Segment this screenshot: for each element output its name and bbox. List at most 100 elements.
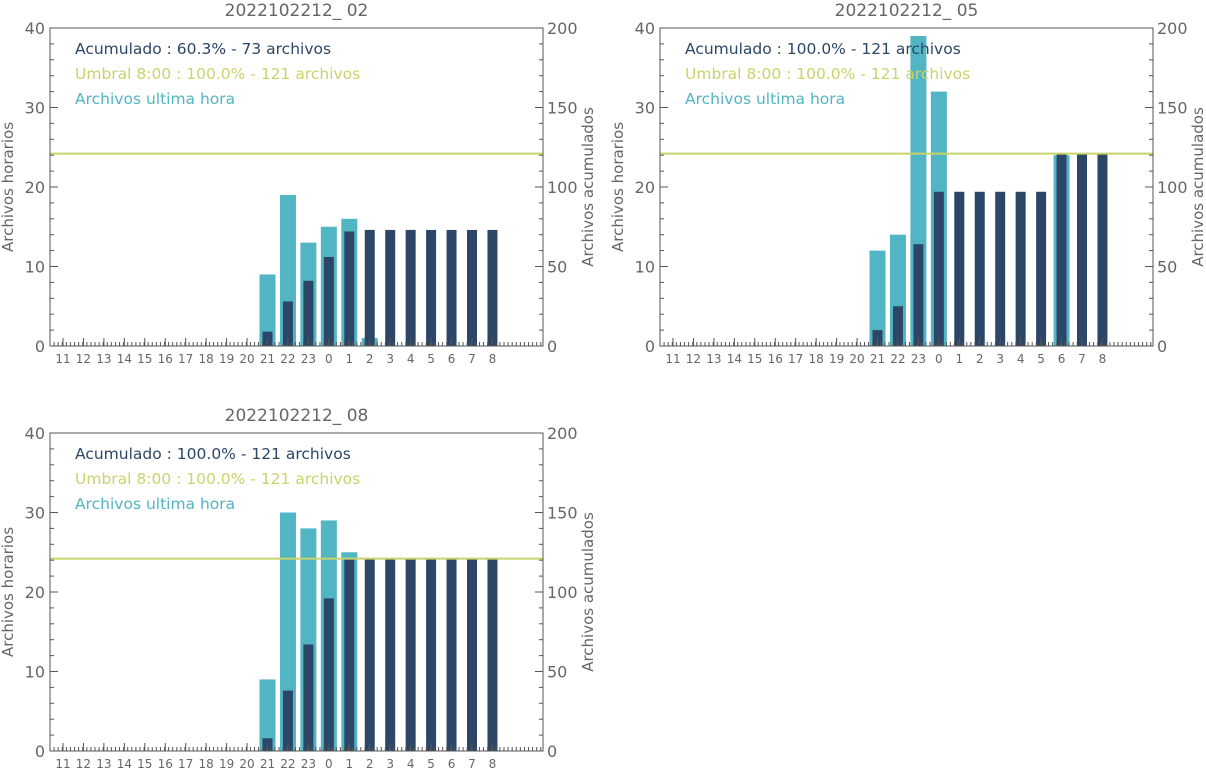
cumulative-bar (1036, 191, 1047, 346)
y-left-tick-label: 10 (25, 663, 45, 682)
x-tick-label: 1 (345, 757, 353, 771)
cumulative-bar (892, 306, 903, 346)
x-tick-label: 0 (325, 757, 333, 771)
y-right-tick-label: 0 (1157, 337, 1167, 356)
x-tick-label: 19 (829, 352, 844, 366)
x-tick-label: 17 (178, 352, 193, 366)
y-right-tick-label: 50 (547, 663, 567, 682)
x-tick-label: 8 (1099, 352, 1107, 366)
x-tick-label: 1 (955, 352, 963, 366)
x-tick-label: 2 (976, 352, 984, 366)
x-tick-label: 15 (137, 757, 152, 771)
chart-panel-08: 2022102212_ 08 0 10 20 30 40 0 50 100 150 200 11 12 1… (0, 405, 600, 771)
y-right-tick-label: 50 (1157, 258, 1177, 277)
y-left-tick-label: 30 (25, 504, 45, 523)
y-left-tick-label: 30 (635, 99, 655, 118)
y-left-axis-title: Archivos horarios (610, 122, 627, 252)
x-tick-label: 19 (219, 757, 234, 771)
chart-title: 2022102212_ 02 (225, 1, 369, 21)
y-right-tick-label: 100 (547, 178, 578, 197)
x-tick-label: 15 (137, 352, 152, 366)
y-left-axis-title: Archivos horarios (0, 527, 17, 657)
y-left-tick-label: 0 (645, 337, 655, 356)
y-left-tick-label: 30 (25, 99, 45, 118)
cumulative-bar (933, 191, 944, 346)
x-tick-label: 12 (686, 352, 701, 366)
x-tick-label: 16 (158, 352, 173, 366)
x-tick-label: 5 (427, 352, 435, 366)
x-tick-label: 14 (117, 352, 132, 366)
y-left-tick-label: 40 (25, 424, 45, 443)
y-left-tick-label: 0 (35, 337, 45, 356)
y-left-tick-label: 10 (25, 258, 45, 277)
cumulative-bar (323, 598, 334, 751)
y-right-tick-label: 150 (1157, 99, 1188, 118)
x-tick-label: 18 (199, 757, 214, 771)
y-right-tick-label: 0 (547, 337, 557, 356)
cumulative-bar (323, 256, 334, 346)
x-tick-label: 8 (489, 352, 497, 366)
x-tick-label: 20 (849, 352, 864, 366)
x-tick-label: 6 (448, 352, 456, 366)
cumulative-bar (446, 229, 457, 346)
cumulative-bar (364, 558, 375, 751)
x-tick-label: 4 (1017, 352, 1025, 366)
chart-panel-02: 2022102212_ 02 0 10 20 30 40 0 50 100 150 200 11 12 1… (0, 0, 600, 370)
x-tick-label: 17 (178, 757, 193, 771)
cumulative-bar (344, 231, 355, 346)
y-right-axis-title: Archivos acumulados (579, 512, 597, 672)
x-tick-label: 12 (76, 757, 91, 771)
x-tick-label: 7 (1078, 352, 1086, 366)
legend-entry: Archivos ultima hora (75, 90, 235, 108)
y-right-tick-label: 150 (547, 504, 578, 523)
y-right-tick-label: 0 (547, 742, 557, 761)
cumulative-bar (426, 229, 437, 346)
y-right-tick-label: 200 (547, 424, 578, 443)
x-tick-label: 20 (239, 352, 254, 366)
hourly-bar (869, 250, 886, 346)
x-tick-label: 20 (239, 757, 254, 771)
x-tick-label: 18 (809, 352, 824, 366)
x-tick-label: 19 (219, 352, 234, 366)
x-tick-label: 2 (366, 757, 374, 771)
x-tick-label: 11 (55, 757, 70, 771)
y-left-axis-title: Archivos horarios (0, 122, 17, 252)
cumulative-bar (1015, 191, 1026, 346)
legend-entry: Acumulado : 100.0% - 121 archivos (685, 40, 961, 58)
x-tick-label: 5 (1037, 352, 1045, 366)
cumulative-bar (303, 644, 314, 751)
chart-title: 2022102212_ 05 (835, 1, 979, 21)
legend-entry: Umbral 8:00 : 100.0% - 121 archivos (75, 470, 360, 488)
y-left-tick-label: 0 (35, 742, 45, 761)
legend-entry: Umbral 8:00 : 100.0% - 121 archivos (75, 65, 360, 83)
legend-entry: Acumulado : 100.0% - 121 archivos (75, 445, 351, 463)
cumulative-bar (405, 558, 416, 751)
x-tick-label: 1 (345, 352, 353, 366)
x-tick-label: 22 (890, 352, 905, 366)
x-tick-label: 11 (55, 352, 70, 366)
x-tick-label: 21 (870, 352, 885, 366)
cumulative-bar (954, 191, 965, 346)
cumulative-bar (405, 229, 416, 346)
y-right-axis-title: Archivos acumulados (579, 107, 597, 267)
x-tick-label: 4 (407, 757, 415, 771)
x-tick-label: 7 (468, 352, 476, 366)
x-tick-label: 2 (366, 352, 374, 366)
x-tick-label: 17 (788, 352, 803, 366)
y-right-tick-label: 200 (1157, 19, 1188, 38)
x-tick-label: 23 (301, 757, 316, 771)
cumulative-bar (913, 244, 924, 346)
y-right-axis-title: Archivos acumulados (1189, 107, 1206, 267)
legend-entry: Umbral 8:00 : 100.0% - 121 archivos (685, 65, 970, 83)
cumulative-bar (282, 301, 293, 346)
x-tick-label: 11 (665, 352, 680, 366)
cumulative-bar (974, 191, 985, 346)
y-left-tick-label: 10 (635, 258, 655, 277)
x-tick-label: 8 (489, 757, 497, 771)
cumulative-bar (282, 690, 293, 751)
y-right-tick-label: 150 (547, 99, 578, 118)
x-tick-label: 4 (407, 352, 415, 366)
